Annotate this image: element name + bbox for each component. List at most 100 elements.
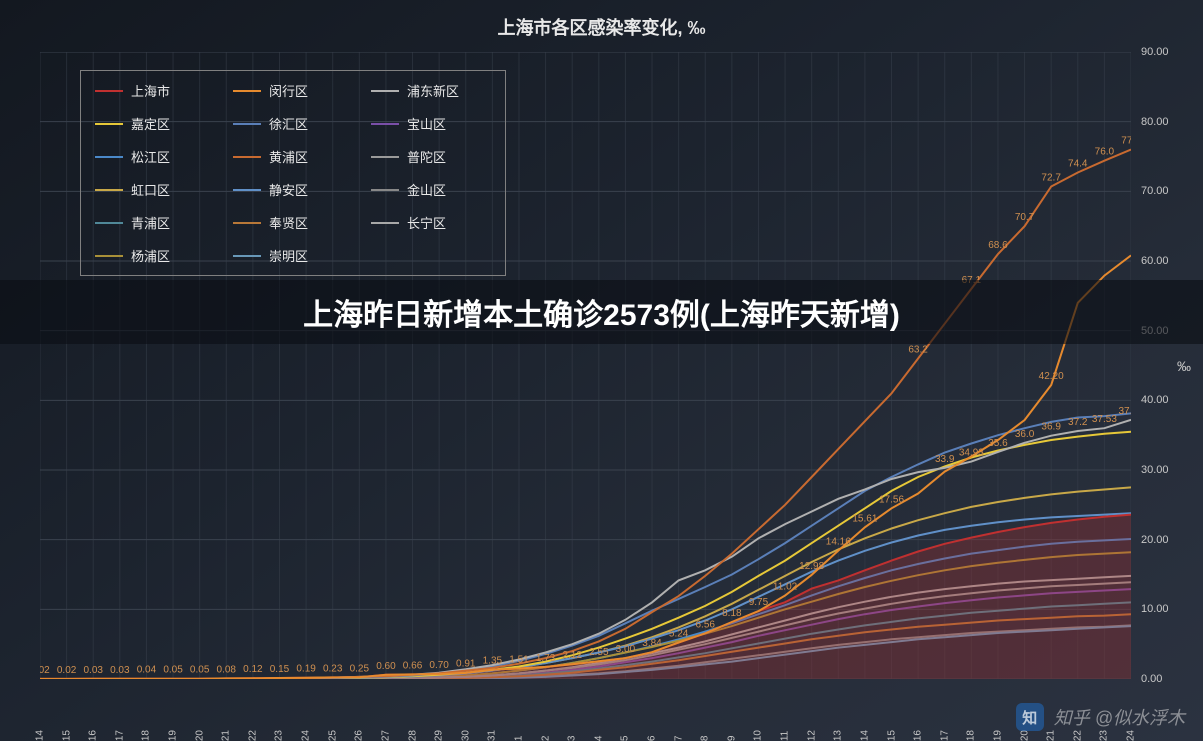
legend-item-huangpu: 黄浦区 — [233, 147, 353, 166]
legend-swatch — [233, 90, 261, 92]
legend-item-jinshan: 金山区 — [371, 180, 491, 199]
point-label: 17.56 — [879, 494, 904, 505]
point-label: 0.02 — [57, 665, 77, 676]
x-tick: 4/18 — [966, 710, 977, 741]
point-label: 37.73 — [1118, 406, 1131, 417]
legend-swatch — [233, 189, 261, 191]
legend-label: 上海市 — [131, 81, 170, 100]
point-label: 1.73 — [536, 653, 556, 664]
point-label: 37.53 — [1092, 414, 1117, 425]
legend-label: 普陀区 — [407, 147, 446, 166]
legend-swatch — [95, 189, 123, 191]
x-tick: 4/2 — [540, 710, 551, 741]
x-tick: 3/15 — [61, 710, 72, 741]
point-label: 14.16 — [826, 537, 851, 548]
x-tick: 3/29 — [434, 710, 445, 741]
legend-swatch — [233, 123, 261, 125]
y-tick: 30.00 — [1141, 464, 1193, 476]
point-label: 0.05 — [163, 665, 183, 676]
legend-label: 宝山区 — [407, 114, 446, 133]
legend-label: 黄浦区 — [269, 147, 308, 166]
x-tick: 4/17 — [939, 710, 950, 741]
legend-item-chongming: 崇明区 — [233, 246, 353, 265]
point-label: 0.03 — [83, 665, 103, 676]
legend-item-shanghai: 上海市 — [95, 81, 215, 100]
x-tick: 4/15 — [886, 710, 897, 741]
point-label: 77.5 — [1121, 136, 1131, 147]
y-tick: 80.00 — [1141, 116, 1193, 128]
y-tick: 20.00 — [1141, 534, 1193, 546]
point-label: 0.23 — [323, 663, 343, 674]
point-label: 0.25 — [350, 663, 370, 674]
headline-overlay: 上海昨日新增本土确诊2573例(上海昨天新增) — [0, 280, 1203, 344]
x-tick: 4/1 — [513, 710, 524, 741]
legend-item-xuhui: 徐汇区 — [233, 114, 353, 133]
legend-swatch — [371, 90, 399, 92]
legend-swatch — [95, 222, 123, 224]
point-label: 36.9 — [1041, 422, 1061, 433]
x-tick: 3/27 — [380, 710, 391, 741]
point-label: 63.2 — [908, 345, 928, 356]
legend-swatch — [95, 156, 123, 158]
x-tick: 4/10 — [753, 710, 764, 741]
legend-swatch — [233, 156, 261, 158]
point-label: 1.51 — [509, 654, 529, 665]
legend-item-putuo: 普陀区 — [371, 147, 491, 166]
point-label: 37.2 — [1068, 417, 1088, 428]
y-tick: 70.00 — [1141, 185, 1193, 197]
point-label: 12.98 — [799, 561, 824, 572]
point-label: 0.66 — [403, 660, 423, 671]
legend-label: 长宁区 — [407, 213, 446, 232]
point-label: 70.7 — [1015, 212, 1035, 223]
x-tick: 3/19 — [168, 710, 179, 741]
point-label: 36.0 — [1015, 429, 1035, 440]
legend-item-yangpu: 杨浦区 — [95, 246, 215, 265]
x-tick: 3/20 — [194, 710, 205, 741]
point-label: 0.04 — [137, 665, 157, 676]
point-label: 15.61 — [852, 513, 877, 524]
legend-swatch — [95, 255, 123, 257]
watermark: 知 知乎 @似水浮木 — [1016, 703, 1185, 731]
zhihu-icon: 知 — [1016, 703, 1044, 731]
point-label: 3.84 — [642, 638, 662, 649]
point-label: 68.6 — [988, 240, 1008, 251]
legend-label: 静安区 — [269, 180, 308, 199]
legend-label: 青浦区 — [131, 213, 170, 232]
legend-item-fengxian: 奉贤区 — [233, 213, 353, 232]
x-tick: 4/16 — [913, 710, 924, 741]
point-label: 35.6 — [988, 438, 1008, 449]
legend: 上海市闵行区浦东新区嘉定区徐汇区宝山区松江区黄浦区普陀区虹口区静安区金山区青浦区… — [80, 70, 506, 276]
y-tick: 40.00 — [1141, 394, 1193, 406]
x-tick: 4/4 — [593, 710, 604, 741]
x-tick: 3/26 — [354, 710, 365, 741]
legend-item-baoshan: 宝山区 — [371, 114, 491, 133]
point-label: 8.18 — [722, 608, 742, 619]
headline-text: 上海昨日新增本土确诊2573例(上海昨天新增) — [303, 299, 900, 332]
legend-swatch — [233, 222, 261, 224]
x-tick: 3/23 — [274, 710, 285, 741]
point-label: 9.75 — [749, 597, 769, 608]
point-label: 3.00 — [616, 644, 636, 655]
point-label: 42.20 — [1039, 371, 1064, 382]
legend-label: 虹口区 — [131, 180, 170, 199]
x-tick: 3/21 — [221, 710, 232, 741]
legend-label: 浦东新区 — [407, 81, 459, 100]
point-label: 33.9 — [935, 454, 955, 465]
x-tick: 4/7 — [673, 710, 684, 741]
watermark-text: 知乎 @似水浮木 — [1054, 704, 1185, 730]
legend-swatch — [371, 222, 399, 224]
point-label: 34.93 — [959, 448, 984, 459]
legend-swatch — [371, 189, 399, 191]
x-tick: 3/16 — [88, 710, 99, 741]
point-label: 5.24 — [669, 628, 689, 639]
y-axis-label: ‰ — [1177, 358, 1191, 374]
y-tick: 90.00 — [1141, 46, 1193, 58]
point-label: 0.05 — [190, 665, 210, 676]
y-tick: 60.00 — [1141, 255, 1193, 267]
y-tick: 10.00 — [1141, 603, 1193, 615]
legend-label: 奉贤区 — [269, 213, 308, 232]
x-tick: 3/22 — [247, 710, 258, 741]
legend-label: 崇明区 — [269, 246, 308, 265]
point-label: 6.56 — [696, 619, 716, 630]
legend-label: 金山区 — [407, 180, 446, 199]
